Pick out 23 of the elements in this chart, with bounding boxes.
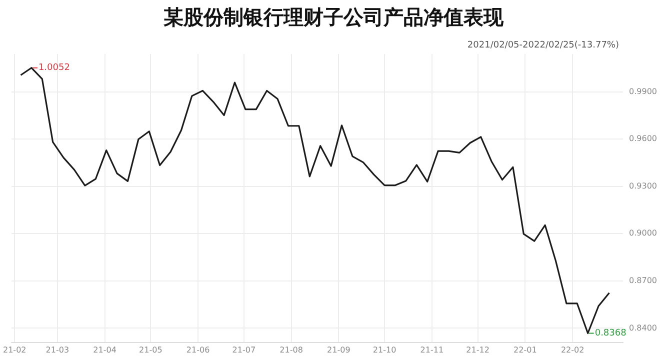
- y-tick-label: 0.9900: [629, 86, 658, 96]
- x-tick-label: 21-06: [186, 345, 210, 354]
- x-tick-label: 21-11: [420, 345, 444, 354]
- x-tick-label: 22-02: [560, 345, 584, 354]
- annotation: 0.8368: [594, 328, 627, 339]
- y-tick-label: 0.8400: [629, 323, 658, 332]
- x-tick-label: 22-01: [514, 345, 537, 354]
- x-tick-label: 21-07: [232, 345, 256, 354]
- x-tick-label: 21-04: [93, 345, 116, 354]
- text: 2021/02/05-2022/02/25(-13.77%): [467, 40, 620, 50]
- y-tick-label: 0.9300: [629, 181, 658, 190]
- chart-title: 某股份制银行理财子公司产品净值表现: [162, 4, 504, 31]
- x-tick-label: 21-12: [466, 345, 490, 354]
- y-tick-label: 0.9000: [629, 228, 658, 238]
- x-tick-label: 21-10: [372, 345, 396, 354]
- x-tick-label: 21-03: [46, 345, 70, 354]
- y-tick-label: 0.9600: [629, 134, 658, 144]
- x-tick-label: 21-05: [139, 345, 162, 354]
- x-tick-label: 21-02: [3, 345, 26, 354]
- x-tick-label: 21-08: [280, 345, 303, 354]
- x-tick-label: 21-09: [327, 345, 350, 354]
- annotation: 1.0052: [38, 63, 70, 74]
- y-tick-label: 0.8700: [629, 276, 658, 286]
